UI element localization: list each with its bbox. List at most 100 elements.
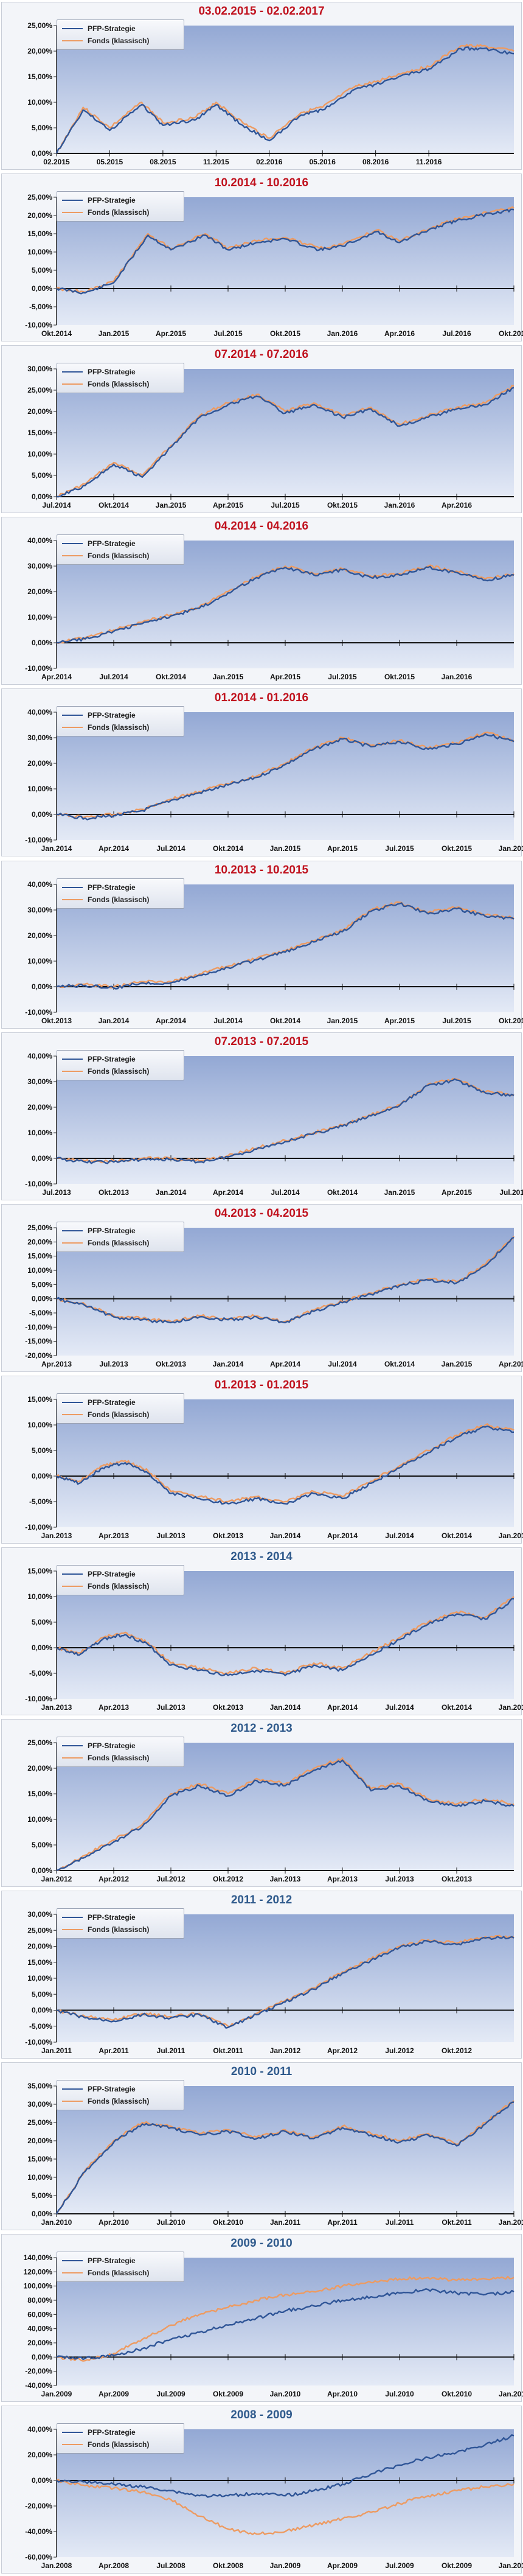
y-tick-label: -20,00% [25, 2367, 52, 2376]
y-tick-label: 20,00% [27, 2339, 52, 2347]
legend-swatch [62, 1230, 83, 1231]
x-tick-label: Jan.2010 [499, 2561, 523, 2570]
chart-legend: PFP-Strategie Fonds (klassisch) [57, 363, 184, 394]
y-tick-label: 40,00% [27, 2425, 52, 2434]
y-tick-label: 80,00% [27, 2296, 52, 2305]
chart-title: 04.2014 - 04.2016 [214, 520, 309, 533]
y-tick-label: 25,00% [27, 2118, 52, 2127]
series-line-strategy [57, 387, 514, 498]
x-tick-label: Jan.2009 [270, 2561, 301, 2570]
series-line-strategy [56, 733, 514, 821]
legend-label: PFP-Strategie [88, 2085, 136, 2094]
chart-panel: 01.2013 - 01.2015 -10,00% -5,00% 0,00% 5,00%… [1, 1375, 523, 1544]
y-tick-label: 15,00% [27, 72, 52, 81]
series-line-strategy [55, 46, 514, 154]
x-tick-label: Jan.2015 [156, 501, 187, 509]
y-tick-label: -10,00% [25, 1523, 52, 1531]
y-tick-label: 20,00% [27, 1103, 52, 1111]
chart-title: 10.2014 - 10.2016 [214, 177, 309, 190]
x-tick-label: Jul.2015 [328, 673, 357, 681]
x-tick-label: Jan.2015 [270, 844, 301, 853]
legend-item-strategy: PFP-Strategie [62, 537, 179, 550]
x-tick-label: Jan.2008 [41, 2561, 72, 2570]
legend-label: Fonds (klassisch) [88, 1238, 150, 1247]
y-tick-label: -10,00% [25, 2038, 52, 2046]
series-line-fund [56, 2276, 514, 2362]
legend-label: Fonds (klassisch) [88, 1754, 150, 1762]
x-tick-label: Okt.2014 [442, 1531, 472, 1540]
series-line-strategy [56, 1078, 514, 1164]
legend-swatch [62, 886, 83, 888]
legend-swatch [62, 1917, 83, 1919]
y-tick-label: 5,00% [32, 2191, 52, 2200]
legend-label: PFP-Strategie [88, 883, 136, 892]
x-tick-label: Okt.2015 [499, 1017, 523, 1025]
y-tick-label: 0,00% [32, 1294, 52, 1303]
x-tick-label: Okt.2015 [270, 329, 300, 338]
y-tick-label: 25,00% [27, 1738, 52, 1747]
y-tick-label: 5,00% [32, 1446, 52, 1455]
series-line-strategy [56, 1759, 514, 1872]
x-tick-label: Jul.2016 [442, 329, 471, 338]
x-tick-label: Jul.2015 [499, 1188, 523, 1197]
chart-title: 2012 - 2013 [230, 1722, 293, 1735]
legend-swatch [62, 1401, 83, 1403]
chart-plot: 0,00% 5,00% 10,00% 15,00% 20,00% 25,00% 30,00%… [27, 365, 514, 509]
x-tick-label: Apr.2013 [99, 1703, 129, 1712]
legend-swatch [62, 1242, 83, 1244]
legend-label: Fonds (klassisch) [88, 551, 150, 561]
chart-panel: 04.2013 - 04.2015 -20,00% -15,00% -10,00% -5… [1, 1203, 523, 1372]
x-tick-label: Okt.2009 [442, 2561, 472, 2570]
x-tick-label: Jan.2014 [99, 1017, 130, 1025]
chart-panel: 2011 - 2012 -10,00% -5,00% 0,00% 5,00% 10,00%… [1, 1891, 522, 2059]
x-tick-label: Okt.2013 [213, 1703, 243, 1712]
legend-label: PFP-Strategie [88, 2256, 136, 2266]
chart-legend: PFP-Strategie Fonds (klassisch) [57, 1221, 184, 1252]
x-tick-label: 05.2016 [310, 158, 336, 166]
chart-title: 03.02.2015 - 02.02.2017 [198, 5, 325, 18]
series-line-strategy [56, 1598, 514, 1676]
legend-label: PFP-Strategie [88, 1913, 136, 1922]
x-tick-label: Okt.2012 [442, 2046, 472, 2055]
legend-item-strategy: PFP-Strategie [62, 1396, 179, 1409]
chart-legend: PFP-Strategie Fonds (klassisch) [57, 191, 184, 222]
y-tick-label: 30,00% [27, 733, 52, 742]
y-tick-label: 40,00% [27, 708, 52, 716]
legend-swatch [62, 2260, 83, 2262]
y-tick-label: 20,00% [27, 759, 52, 768]
legend-item-fund: Fonds (klassisch) [62, 1237, 179, 1249]
legend-item-fund: Fonds (klassisch) [62, 1065, 179, 1077]
legend-label: Fonds (klassisch) [88, 1066, 150, 1076]
legend-label: PFP-Strategie [88, 539, 136, 548]
legend-label: Fonds (klassisch) [88, 37, 150, 45]
y-tick-label: -15,00% [25, 1337, 52, 1345]
y-tick-label: -40,00% [25, 2381, 52, 2390]
x-tick-label: Jan.2016 [384, 501, 415, 509]
y-tick-label: 20,00% [27, 2137, 52, 2145]
legend-swatch [62, 727, 83, 729]
y-tick-label: 30,00% [27, 906, 52, 914]
legend-swatch [62, 715, 83, 716]
x-tick-label: Okt.2013 [213, 1531, 243, 1540]
y-tick-label: 30,00% [27, 1077, 52, 1086]
y-tick-label: 20,00% [27, 407, 52, 416]
legend-swatch [62, 2088, 83, 2090]
legend-label: Fonds (klassisch) [88, 1581, 150, 1591]
y-tick-label: 5,00% [32, 1990, 52, 1998]
x-tick-label: Okt.2013 [41, 1017, 72, 1025]
y-tick-label: 10,00% [27, 1129, 52, 1137]
y-tick-label: -10,00% [25, 321, 52, 329]
legend-label: PFP-Strategie [88, 1054, 136, 1063]
x-tick-label: Okt.2014 [384, 1360, 415, 1368]
y-tick-label: 5,00% [32, 471, 52, 480]
legend-swatch [62, 28, 83, 29]
x-tick-label: Apr.2009 [99, 2390, 129, 2398]
y-tick-label: 10,00% [27, 248, 52, 256]
y-tick-label: -20,00% [25, 1351, 52, 1360]
legend-item-fund: Fonds (klassisch) [62, 1409, 179, 1421]
x-tick-label: Jan.2015 [384, 1188, 415, 1197]
y-tick-label: 40,00% [27, 2325, 52, 2333]
x-tick-label: Apr.2012 [327, 2046, 358, 2055]
x-tick-label: Jul.2013 [99, 1360, 128, 1368]
y-tick-label: 0,00% [32, 810, 52, 819]
